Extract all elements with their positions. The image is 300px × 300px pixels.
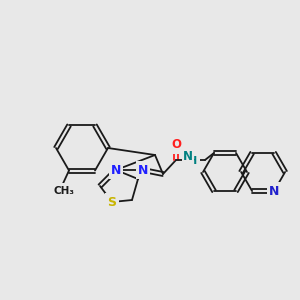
Text: S: S bbox=[107, 196, 116, 208]
Text: N: N bbox=[111, 164, 121, 176]
Text: N: N bbox=[183, 149, 193, 163]
Text: N: N bbox=[269, 184, 279, 198]
Text: N: N bbox=[138, 164, 148, 176]
Text: O: O bbox=[171, 139, 181, 152]
Text: CH₃: CH₃ bbox=[53, 185, 74, 196]
Text: H: H bbox=[188, 156, 198, 166]
